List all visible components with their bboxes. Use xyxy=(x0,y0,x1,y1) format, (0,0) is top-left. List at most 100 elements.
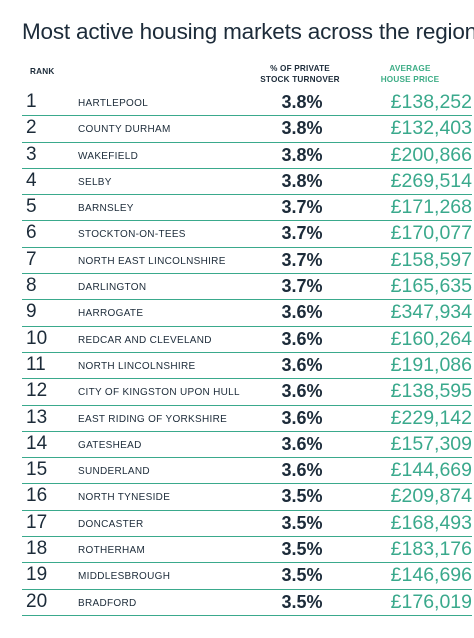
stock-turnover-cell: 3.5% xyxy=(281,591,323,612)
stock-turnover-cell: 3.6% xyxy=(281,381,323,402)
house-price-cell: £170,077 xyxy=(390,222,472,245)
rank-cell: 8 xyxy=(26,275,37,297)
stock-turnover-cell: 3.7% xyxy=(281,276,323,297)
rank-cell: 20 xyxy=(26,590,48,612)
house-price-cell: £132,403 xyxy=(390,117,472,140)
table-row: 11 NORTH LINCOLNSHIRE 3.6% £191,086 xyxy=(22,353,472,380)
house-price-cell: £138,252 xyxy=(390,91,472,113)
area-name-cell: STOCKTON-ON-TEES xyxy=(78,229,186,241)
table-row: 8 DARLINGTON 3.7% £165,635 xyxy=(22,274,472,301)
rank-cell: 14 xyxy=(26,432,48,454)
area-name-cell: REDCAR AND CLEVELAND xyxy=(78,334,212,346)
rank-cell: 4 xyxy=(26,169,37,191)
house-price-cell: £176,019 xyxy=(390,590,472,613)
area-name-cell: CITY OF KINGSTON UPON HULL xyxy=(78,387,240,399)
table-row: 14 GATESHEAD 3.6% £157,309 xyxy=(22,432,472,459)
house-price-cell: £183,176 xyxy=(390,538,472,561)
stock-turnover-cell: 3.6% xyxy=(281,354,323,375)
table-row: 18 ROTHERHAM 3.5% £183,176 xyxy=(22,537,472,564)
table-row: 6 STOCKTON-ON-TEES 3.7% £170,077 xyxy=(22,221,472,248)
area-name-cell: GATESHEAD xyxy=(78,439,142,451)
table-row: 19 MIDDLESBROUGH 3.5% £146,696 xyxy=(22,563,472,590)
house-price-cell: £191,086 xyxy=(390,353,472,376)
stock-turnover-column-header: % OF PRIVATE STOCK TURNOVER xyxy=(254,64,346,85)
rank-column-header: RANK xyxy=(30,67,55,76)
area-name-cell: NORTH TYNESIDE xyxy=(78,492,171,504)
house-price-column-header: AVERAGE HOUSE PRICE xyxy=(355,64,465,85)
stock-turnover-header-line2: STOCK TURNOVER xyxy=(260,74,340,84)
table-row: 13 EAST RIDING OF YORKSHIRE 3.6% £229,142 xyxy=(22,406,472,432)
housing-markets-table: 1 HARTLEPOOL 3.8% £138,252 2 COUNTY DURHAM 3.8… xyxy=(22,90,472,616)
rank-cell: 11 xyxy=(26,353,46,375)
area-name-cell: DARLINGTON xyxy=(78,282,147,294)
area-name-cell: HARROGATE xyxy=(78,308,144,320)
rank-cell: 16 xyxy=(26,485,48,507)
table-row: 2 COUNTY DURHAM 3.8% £132,403 xyxy=(22,116,472,143)
house-price-cell: £146,696 xyxy=(390,564,472,587)
area-name-cell: EAST RIDING OF YORKSHIRE xyxy=(78,413,228,425)
table-row: 12 CITY OF KINGSTON UPON HULL 3.6% £138,595 xyxy=(22,379,472,406)
stock-turnover-header-line1: % OF PRIVATE xyxy=(270,64,330,73)
stock-turnover-cell: 3.7% xyxy=(281,223,323,244)
stock-turnover-cell: 3.6% xyxy=(281,433,323,454)
page-title: Most active housing markets across the r… xyxy=(22,19,474,44)
house-price-cell: £165,635 xyxy=(390,275,472,298)
house-price-cell: £229,142 xyxy=(390,406,472,429)
rank-cell: 2 xyxy=(26,117,37,139)
area-name-cell: BRADFORD xyxy=(78,597,137,609)
rank-cell: 9 xyxy=(26,301,37,323)
house-price-header-line2: HOUSE PRICE xyxy=(380,74,440,84)
stock-turnover-cell: 3.7% xyxy=(281,197,323,218)
rank-cell: 6 xyxy=(26,222,37,244)
area-name-cell: HARTLEPOOL xyxy=(78,98,149,109)
stock-turnover-cell: 3.8% xyxy=(281,92,323,112)
area-name-cell: SUNDERLAND xyxy=(78,466,150,478)
stock-turnover-cell: 3.6% xyxy=(281,302,323,323)
rank-cell: 1 xyxy=(26,91,37,112)
table-row: 5 BARNSLEY 3.7% £171,268 xyxy=(22,195,472,222)
area-name-cell: WAKEFIELD xyxy=(78,150,139,162)
rank-cell: 19 xyxy=(26,564,48,586)
area-name-cell: NORTH EAST LINCOLNSHIRE xyxy=(78,255,226,267)
stock-turnover-cell: 3.6% xyxy=(281,407,323,428)
house-price-cell: £269,514 xyxy=(390,169,472,192)
table-row: 1 HARTLEPOOL 3.8% £138,252 xyxy=(22,90,472,117)
stock-turnover-cell: 3.5% xyxy=(281,565,323,586)
area-name-cell: BARNSLEY xyxy=(78,203,134,215)
house-price-cell: £171,268 xyxy=(390,196,472,219)
rank-cell: 10 xyxy=(26,327,48,349)
area-name-cell: DONCASTER xyxy=(78,518,144,530)
table-row: 20 BRADFORD 3.5% £176,019 xyxy=(22,590,472,616)
stock-turnover-cell: 3.7% xyxy=(281,249,323,270)
house-price-cell: £138,595 xyxy=(390,380,472,403)
area-name-cell: COUNTY DURHAM xyxy=(78,124,171,136)
house-price-cell: £157,309 xyxy=(390,432,472,455)
house-price-cell: £168,493 xyxy=(390,511,472,534)
area-name-cell: NORTH LINCOLNSHIRE xyxy=(78,360,196,372)
house-price-cell: £160,264 xyxy=(390,327,472,350)
rank-cell: 18 xyxy=(26,538,48,560)
house-price-cell: £209,874 xyxy=(390,485,472,508)
house-price-cell: £200,866 xyxy=(390,143,472,166)
house-price-cell: £158,597 xyxy=(390,248,472,271)
rank-cell: 15 xyxy=(26,459,48,481)
rank-cell: 17 xyxy=(26,511,48,533)
stock-turnover-cell: 3.6% xyxy=(281,460,323,481)
table-row: 16 NORTH TYNESIDE 3.5% £209,874 xyxy=(22,484,472,511)
house-price-header-line1: AVERAGE xyxy=(389,64,431,73)
stock-turnover-cell: 3.8% xyxy=(281,144,323,165)
area-name-cell: MIDDLESBROUGH xyxy=(78,571,171,583)
table-row: 10 REDCAR AND CLEVELAND 3.6% £160,264 xyxy=(22,327,472,353)
stock-turnover-cell: 3.6% xyxy=(281,328,323,349)
stock-turnover-cell: 3.8% xyxy=(281,118,323,139)
rank-cell: 12 xyxy=(26,380,48,402)
stock-turnover-cell: 3.5% xyxy=(281,512,323,533)
table-row: 15 SUNDERLAND 3.6% £144,669 xyxy=(22,458,472,485)
table-row: 4 SELBY 3.8% £269,514 xyxy=(22,169,472,196)
stock-turnover-cell: 3.5% xyxy=(281,486,323,507)
stock-turnover-cell: 3.5% xyxy=(281,539,323,560)
table-row: 7 NORTH EAST LINCOLNSHIRE 3.7% £158,597 xyxy=(22,248,472,275)
area-name-cell: ROTHERHAM xyxy=(78,545,146,557)
rank-cell: 5 xyxy=(26,196,37,218)
table-row: 3 WAKEFIELD 3.8% £200,866 xyxy=(22,143,472,169)
